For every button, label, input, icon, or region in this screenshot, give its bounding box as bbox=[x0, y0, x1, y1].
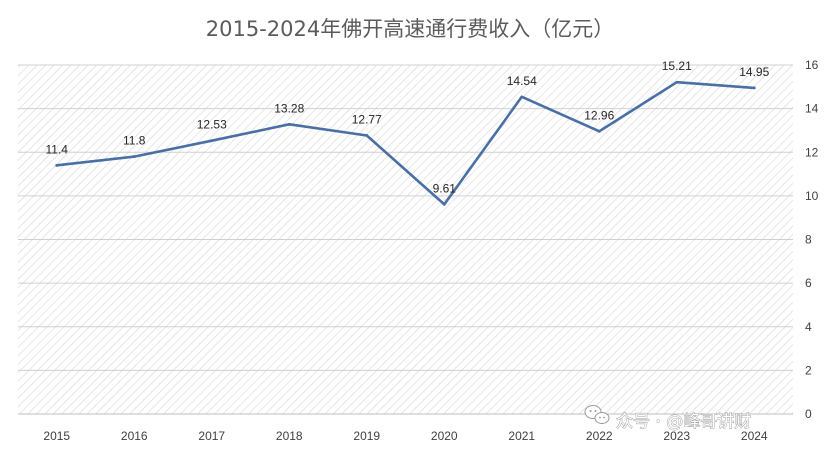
data-label: 13.28 bbox=[274, 101, 304, 115]
data-label: 12.77 bbox=[352, 112, 382, 126]
x-tick-label: 2017 bbox=[198, 429, 225, 443]
y-tick-label: 16 bbox=[805, 58, 819, 72]
watermark: 众号 · @峰哥讲财 bbox=[584, 405, 752, 432]
data-label: 9.61 bbox=[433, 181, 457, 195]
data-point bbox=[520, 95, 524, 99]
gridlines bbox=[18, 64, 793, 415]
x-tick-label: 2015 bbox=[43, 429, 70, 443]
y-tick-label: 2 bbox=[805, 363, 812, 377]
data-point bbox=[55, 163, 59, 167]
data-label: 12.53 bbox=[197, 118, 227, 132]
y-tick-label: 8 bbox=[805, 233, 812, 247]
series-line bbox=[55, 80, 756, 206]
data-point bbox=[752, 86, 756, 90]
y-tick-label: 0 bbox=[805, 407, 812, 421]
y-tick-label: 12 bbox=[805, 145, 819, 159]
data-point bbox=[210, 139, 214, 143]
wechat-icon bbox=[584, 405, 610, 424]
data-label: 14.54 bbox=[507, 74, 537, 88]
chart-title: 2015-2024年佛开高速通行费收入（亿元） bbox=[206, 17, 614, 41]
data-point bbox=[675, 80, 679, 84]
data-point bbox=[287, 122, 291, 126]
y-tick-label: 10 bbox=[805, 189, 819, 203]
watermark-text: 众号 · @峰哥讲财 bbox=[616, 412, 751, 432]
x-tick-label: 2020 bbox=[431, 429, 458, 443]
data-label: 11.8 bbox=[123, 134, 146, 148]
data-label: 15.21 bbox=[662, 59, 692, 73]
x-tick-label: 2022 bbox=[586, 429, 613, 443]
x-tick-label: 2019 bbox=[353, 429, 380, 443]
series-line-group bbox=[55, 80, 756, 206]
data-point bbox=[132, 155, 136, 159]
x-axis: 2015 2016 2017 2018 2019 2020 2021 2022 2023 2024 bbox=[43, 429, 768, 443]
x-tick-label: 2024 bbox=[741, 429, 768, 443]
data-label: 11.4 bbox=[46, 142, 69, 156]
x-tick-label: 2018 bbox=[276, 429, 303, 443]
y-tick-label: 6 bbox=[805, 276, 812, 290]
y-tick-label: 4 bbox=[805, 320, 812, 334]
data-point bbox=[365, 134, 369, 137]
x-tick-label: 2021 bbox=[508, 429, 535, 443]
x-tick-label: 2023 bbox=[663, 429, 690, 443]
y-tick-label: 14 bbox=[805, 102, 819, 116]
data-label: 12.96 bbox=[584, 108, 614, 122]
data-labels: 11.4 11.8 12.53 13.28 12.77 9.61 14.54 12.96 15.… bbox=[46, 59, 770, 195]
x-tick-label: 2016 bbox=[121, 429, 148, 443]
data-point bbox=[442, 202, 446, 206]
y-axis: 0 2 4 6 8 10 12 14 16 bbox=[805, 58, 819, 421]
data-label: 14.95 bbox=[739, 65, 769, 79]
data-point bbox=[597, 129, 601, 133]
